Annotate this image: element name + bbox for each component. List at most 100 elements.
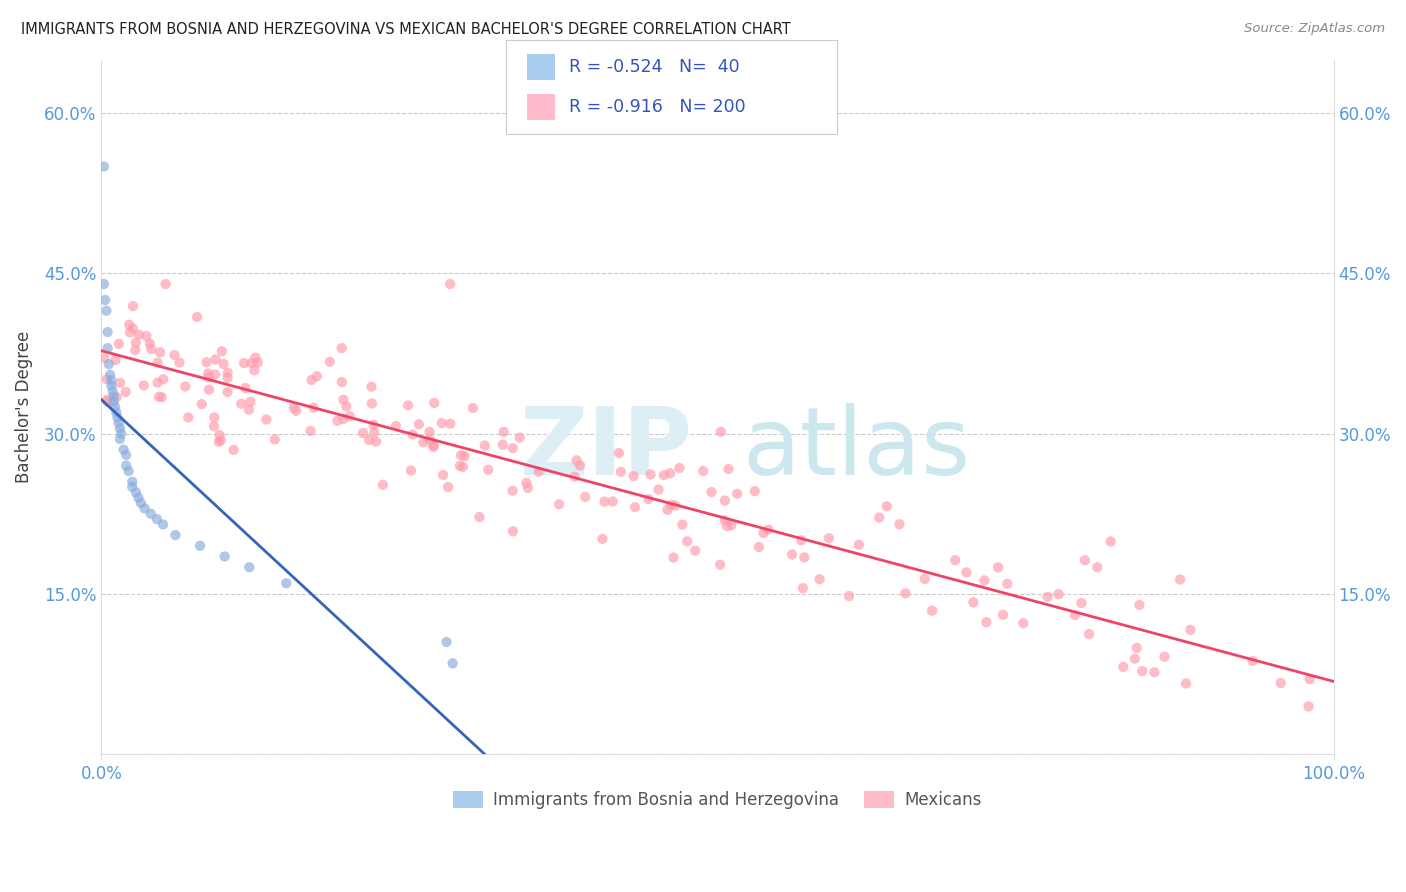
Point xyxy=(792,581,814,595)
Point xyxy=(97,341,120,355)
Point xyxy=(332,412,354,426)
Point xyxy=(659,466,682,480)
Point xyxy=(894,586,917,600)
Point xyxy=(163,348,186,362)
Point xyxy=(103,389,125,403)
Point xyxy=(105,390,128,404)
Point xyxy=(418,425,440,439)
Point xyxy=(1270,676,1292,690)
Point xyxy=(439,277,461,291)
Point xyxy=(1123,651,1146,665)
Point xyxy=(1070,596,1092,610)
Point xyxy=(186,310,208,324)
Point xyxy=(108,336,131,351)
Point xyxy=(808,572,831,586)
Point xyxy=(245,351,267,365)
Point xyxy=(132,378,155,392)
Point xyxy=(637,491,659,506)
Point xyxy=(1143,665,1166,680)
Point xyxy=(139,336,162,351)
Point xyxy=(104,400,127,414)
Point xyxy=(96,392,118,407)
Point xyxy=(124,343,146,357)
Point xyxy=(1128,598,1150,612)
Point xyxy=(399,463,422,477)
Point xyxy=(710,425,733,439)
Point xyxy=(360,396,382,410)
Point xyxy=(146,512,169,526)
Point xyxy=(208,428,231,442)
Point xyxy=(502,441,524,455)
Point xyxy=(1298,699,1320,714)
Point xyxy=(683,543,706,558)
Point xyxy=(1078,627,1101,641)
Point xyxy=(326,414,349,428)
Point xyxy=(419,433,441,447)
Point xyxy=(96,372,118,386)
Point xyxy=(976,615,998,630)
Text: atlas: atlas xyxy=(742,402,970,494)
Point xyxy=(1130,664,1153,678)
Point xyxy=(474,439,496,453)
Point xyxy=(818,531,841,545)
Point xyxy=(423,396,446,410)
Point xyxy=(1241,654,1264,668)
Point xyxy=(441,657,464,671)
Point xyxy=(240,356,263,370)
Point xyxy=(108,376,131,390)
Point xyxy=(360,380,382,394)
Point xyxy=(302,401,325,415)
Point xyxy=(1036,590,1059,604)
Point xyxy=(661,498,683,512)
Point xyxy=(502,524,524,539)
Point xyxy=(174,379,197,393)
Point xyxy=(152,372,174,386)
Point xyxy=(593,494,616,508)
Point xyxy=(430,416,453,430)
Point xyxy=(235,381,257,395)
Point xyxy=(122,299,145,313)
Point xyxy=(283,401,305,415)
Point xyxy=(422,438,444,452)
Point xyxy=(165,528,187,542)
Text: R = -0.524   N=  40: R = -0.524 N= 40 xyxy=(569,58,740,76)
Point xyxy=(921,604,943,618)
Point xyxy=(565,453,588,467)
Point xyxy=(305,369,328,384)
Point xyxy=(238,560,260,574)
Point xyxy=(1112,660,1135,674)
Point xyxy=(591,532,613,546)
Point xyxy=(720,518,742,533)
Point xyxy=(744,484,766,499)
Point xyxy=(647,483,669,497)
Point xyxy=(987,560,1010,574)
Y-axis label: Bachelor's Degree: Bachelor's Degree xyxy=(15,331,32,483)
Point xyxy=(1125,640,1147,655)
Point xyxy=(568,458,591,473)
Point xyxy=(876,500,898,514)
Point xyxy=(94,293,117,307)
Point xyxy=(195,355,218,369)
Point xyxy=(624,500,647,515)
Point xyxy=(233,356,256,370)
Point xyxy=(574,490,596,504)
Point xyxy=(889,517,911,532)
Point xyxy=(93,277,115,291)
Point xyxy=(1064,608,1087,623)
Point xyxy=(134,501,156,516)
Point xyxy=(437,480,460,494)
Point xyxy=(1153,649,1175,664)
Point xyxy=(461,401,484,415)
Point xyxy=(212,357,235,371)
Point xyxy=(943,553,966,567)
Point xyxy=(96,303,118,318)
Point xyxy=(657,503,679,517)
Point xyxy=(468,510,491,524)
Point xyxy=(96,394,118,409)
Text: IMMIGRANTS FROM BOSNIA AND HERZEGOVINA VS MEXICAN BACHELOR'S DEGREE CORRELATION : IMMIGRANTS FROM BOSNIA AND HERZEGOVINA V… xyxy=(21,22,790,37)
Point xyxy=(107,416,129,430)
Point xyxy=(110,426,132,441)
Point xyxy=(780,548,803,562)
Point xyxy=(198,383,221,397)
Point xyxy=(107,410,129,425)
